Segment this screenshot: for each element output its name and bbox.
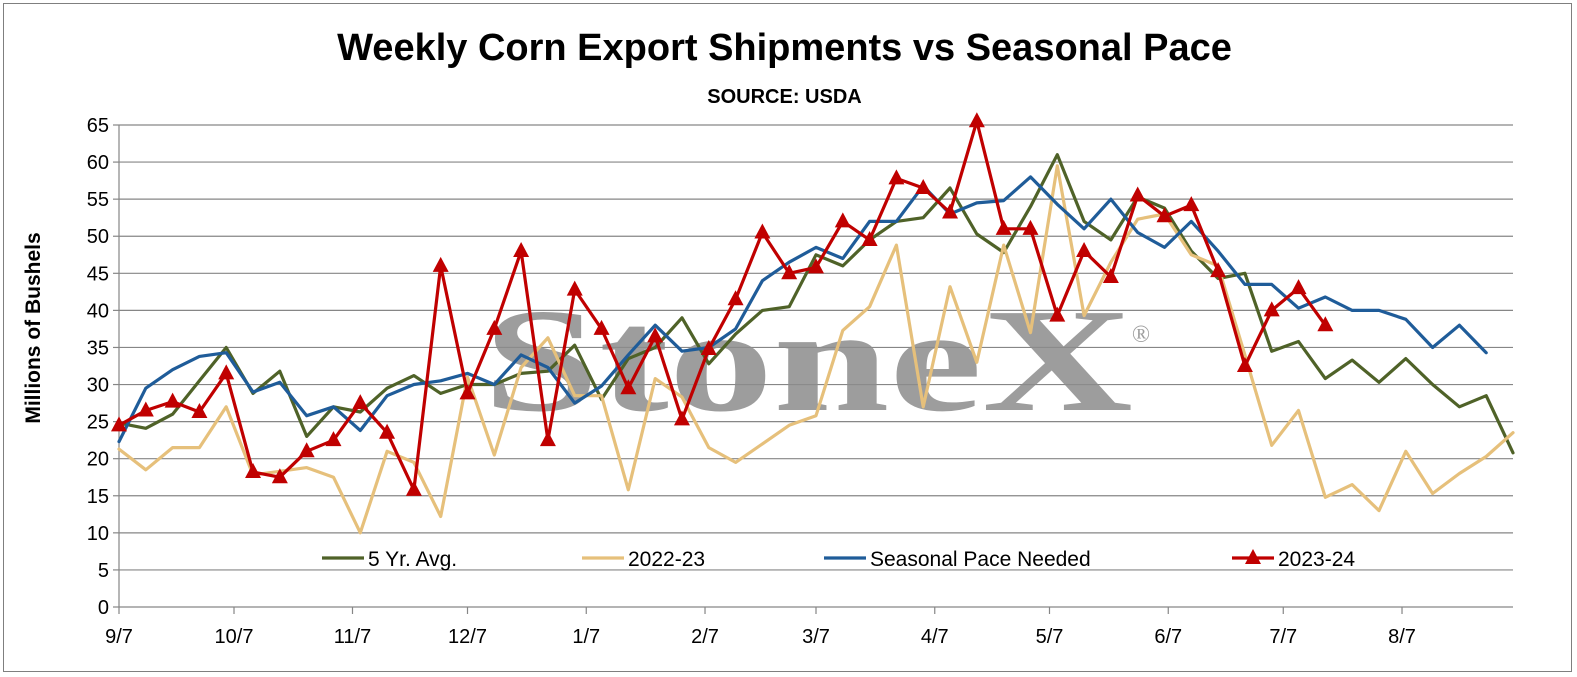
watermark-registered-mark: ® [1132,322,1150,348]
legend-item: 2022-23 [582,548,705,571]
y-tick-label: 65 [87,115,109,137]
series-seasonal-pace-needed [117,175,1488,444]
data-point-marker [137,401,154,417]
data-point-marker [808,258,824,274]
data-point-marker [111,416,127,432]
x-tick-label: 1/7 [572,626,600,648]
data-point-marker [486,319,503,335]
x-tick-label: 2/7 [691,626,719,648]
data-point-marker [245,463,262,479]
data-point-marker [727,290,744,306]
data-point-marker [379,423,396,439]
legend-item: Seasonal Pace Needed [824,548,1091,571]
chart-subtitle: SOURCE: USDA [707,86,862,108]
x-tick-label: 4/7 [921,626,949,648]
x-tick-label: 5/7 [1036,626,1064,648]
x-tick-label: 6/7 [1154,626,1182,648]
series-2022-23 [117,164,1515,535]
y-tick-label: 20 [87,449,109,471]
x-tick-label: 8/7 [1388,626,1416,648]
data-point-marker [888,169,905,185]
data-point-marker [325,431,342,447]
series-line [117,153,1515,455]
series-line [117,164,1515,535]
stonex-watermark: StoneX ® [483,279,1150,443]
data-point-marker [352,394,369,410]
y-tick-label: 40 [87,300,109,322]
y-tick-label: 0 [98,597,109,619]
y-tick-label: 50 [87,226,109,248]
data-point-marker [673,410,690,426]
legend-label: 5 Yr. Avg. [368,548,457,571]
x-tick-label: 10/7 [215,626,254,648]
series-2023-24 [111,112,1334,496]
legend: 5 Yr. Avg. 2022-23 Seasonal Pace Needed 202… [322,548,1355,571]
legend-item: 2023-24 [1232,548,1355,571]
data-point-marker [191,402,208,418]
data-point-marker [593,319,610,335]
series-5-yr-avg [117,153,1515,455]
data-point-marker [432,256,449,272]
legend-item: 5 Yr. Avg. [322,548,457,571]
data-point-marker [271,468,288,484]
x-tick-label: 7/7 [1269,626,1297,648]
data-point-marker [1156,207,1173,223]
data-point-marker [298,442,315,458]
chart-frame [3,3,1572,672]
data-point-marker [861,230,878,246]
data-point-marker [164,392,181,408]
data-point-marker [1317,316,1334,332]
data-point-marker [700,339,717,355]
chart-title: Weekly Corn Export Shipments vs Seasonal… [337,27,1232,69]
axes: 0 5 10 15 20 25 30 35 40 45 50 55 60 65 9/7 10/7 11/7 12/… [87,115,1513,648]
series-lines [111,112,1515,535]
x-tick-label: 3/7 [802,626,830,648]
legend-marker [1245,549,1261,564]
data-point-marker [1236,357,1253,372]
x-tick-label: 11/7 [334,626,371,648]
y-tick-label: 10 [87,523,109,545]
data-point-marker [1183,196,1200,212]
legend-label: 2023-24 [1278,548,1355,571]
data-point-marker [942,203,959,219]
x-tick-label: 12/7 [448,626,487,648]
data-point-marker [1263,301,1280,317]
data-point-marker [218,364,235,380]
data-point-marker [566,280,583,296]
data-point-marker [1210,262,1227,278]
y-tick-label: 60 [87,152,109,174]
y-tick-label: 55 [87,189,109,211]
data-point-marker [620,379,637,395]
data-point-marker [513,242,530,258]
data-point-marker [459,384,476,400]
y-tick-label: 5 [98,560,109,582]
legend-label: Seasonal Pace Needed [870,548,1091,571]
y-tick-label: 30 [87,375,109,397]
data-point-marker [968,112,985,128]
data-point-marker [405,480,422,496]
y-tick-label: 15 [87,486,109,508]
y-tick-label: 45 [87,263,109,285]
data-point-marker [1102,268,1119,284]
data-point-marker [1129,186,1146,202]
data-point-marker [647,327,664,343]
watermark-logo-text: StoneX [483,279,1133,443]
data-point-marker [754,223,771,239]
data-point-marker [1022,219,1039,235]
data-point-marker [1290,279,1307,295]
data-point-marker [1049,306,1066,322]
data-point-marker [1076,242,1093,258]
data-point-marker [995,219,1012,235]
legend-label: 2022-23 [628,548,705,571]
data-point-marker [915,179,932,195]
series-line [117,119,1327,492]
data-point-marker [539,431,556,447]
data-point-marker [781,264,798,280]
y-tick-label: 35 [87,337,109,359]
x-tick-label: 9/7 [105,626,133,648]
data-point-marker [834,212,851,228]
series-line [117,175,1488,444]
y-tick-label: 25 [87,412,109,434]
